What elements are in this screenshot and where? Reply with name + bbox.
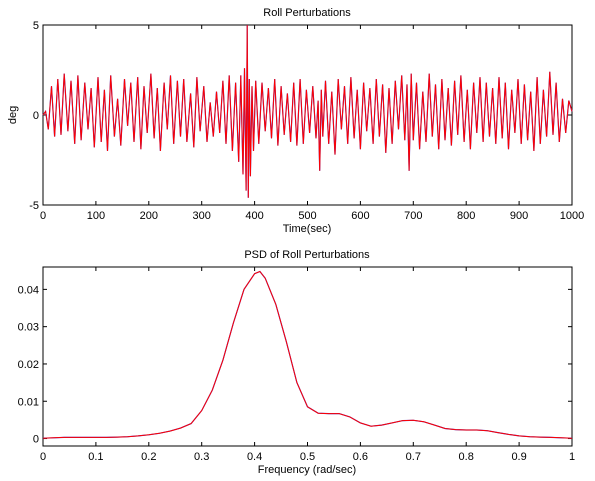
- x-tick-label: 0: [40, 210, 46, 222]
- x-tick-label: 600: [351, 210, 369, 222]
- x-axis-label: Time(sec): [283, 223, 331, 235]
- x-tick-label: 0.3: [194, 451, 209, 463]
- x-tick-label: 400: [245, 210, 263, 222]
- y-tick-label: 0: [33, 110, 39, 122]
- y-tick-label: 0: [33, 434, 39, 446]
- x-tick-label: 0.7: [406, 451, 421, 463]
- x-tick-label: 0: [40, 451, 46, 463]
- x-tick-label: 700: [404, 210, 422, 222]
- x-tick-label: 500: [298, 210, 316, 222]
- axis-ticks: 0 0.1 0.2 0.3 0.4 0.5 0.6 0.7 0.8 0.9 1 0 0.01 0.02 0.…: [18, 267, 575, 463]
- x-tick-label: 100: [87, 210, 105, 222]
- psd-panel: PSD of Roll Perturbations 0 0.1 0.2 0.3 0.4 0…: [18, 249, 575, 476]
- y-tick-label: -5: [29, 200, 39, 212]
- x-tick-label: 1000: [560, 210, 584, 222]
- x-tick-label: 0.1: [88, 451, 103, 463]
- x-tick-label: 0.5: [300, 451, 315, 463]
- x-axis-label: Frequency (rad/sec): [258, 464, 356, 476]
- axis-ticks: 0 100 200 300 400 500 600 700 800 900 1000-505: [29, 20, 584, 222]
- x-tick-label: 0.2: [141, 451, 156, 463]
- roll-perturbations-panel: Roll Perturbations 0 100 200 300 400 500 600 70…: [7, 7, 584, 235]
- x-tick-label: 0.9: [511, 451, 526, 463]
- x-tick-label: 900: [510, 210, 528, 222]
- data-line: [42, 270, 573, 439]
- y-axis-label: deg: [7, 106, 19, 124]
- x-tick-label: 0.8: [459, 451, 474, 463]
- y-tick-label: 0.01: [18, 396, 39, 408]
- x-tick-label: 800: [457, 210, 475, 222]
- y-tick-label: 0.03: [18, 322, 39, 334]
- chart-title: Roll Perturbations: [263, 7, 351, 19]
- plot-frame: [42, 24, 573, 206]
- y-tick-label: 5: [33, 20, 39, 32]
- x-tick-label: 300: [193, 210, 211, 222]
- x-tick-label: 0.6: [353, 451, 368, 463]
- x-tick-label: 200: [140, 210, 158, 222]
- x-tick-label: 1: [569, 451, 575, 463]
- plot-frame: [42, 266, 573, 447]
- y-tick-label: 0.02: [18, 359, 39, 371]
- x-tick-label: 0.4: [247, 451, 262, 463]
- y-tick-label: 0.04: [18, 284, 39, 296]
- chart-title: PSD of Roll Perturbations: [244, 249, 370, 261]
- data-line: [42, 24, 573, 198]
